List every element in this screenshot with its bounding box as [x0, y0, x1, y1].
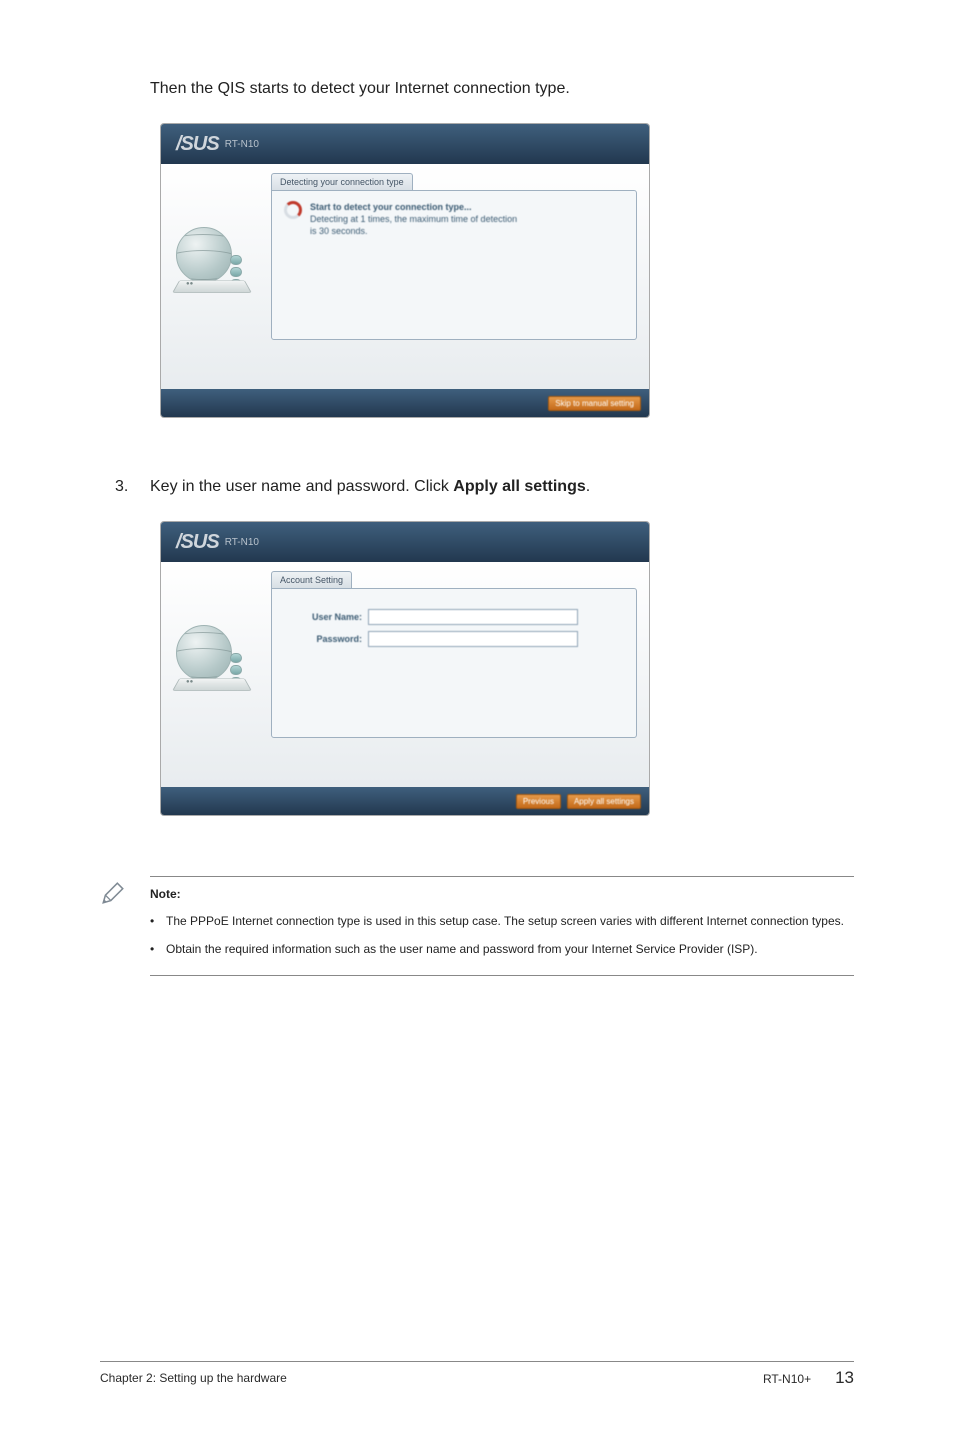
row-password: Password:	[284, 631, 624, 647]
asus-mark-2: /SUS	[176, 531, 219, 554]
note-item: • Obtain the required information such a…	[150, 941, 854, 957]
router-base-icon: ●●	[176, 275, 248, 305]
asus-model: RT-N10	[225, 139, 259, 150]
router-footer: Skip to manual setting	[161, 389, 649, 417]
asus-logo: /SUS RT-N10	[176, 133, 259, 156]
detect-line2: Detecting at 1 times, the maximum time o…	[310, 213, 517, 225]
detect-line3: is 30 seconds.	[310, 225, 517, 237]
asus-model-2: RT-N10	[225, 537, 259, 548]
router-header: /SUS RT-N10	[161, 124, 649, 164]
page-number: 13	[835, 1368, 854, 1388]
router-screenshot-detect: /SUS RT-N10 ●● Detecting your connection…	[160, 123, 650, 418]
detect-panel: Start to detect your connection type... …	[271, 190, 637, 340]
detect-title: Start to detect your connection type...	[310, 201, 517, 213]
router-header-2: /SUS RT-N10	[161, 522, 649, 562]
asus-logo-2: /SUS RT-N10	[176, 531, 259, 554]
step-3-suffix: .	[586, 478, 590, 495]
router-body: ●● Detecting your connection type Start …	[161, 164, 649, 389]
label-username: User Name:	[284, 612, 362, 622]
router-footer-2: Previous Apply all settings	[161, 787, 649, 815]
note-item: • The PPPoE Internet connection type is …	[150, 913, 854, 929]
pencil-icon	[100, 880, 126, 906]
footer-chapter: Chapter 2: Setting up the hardware	[100, 1371, 287, 1385]
note-block: Note: • The PPPoE Internet connection ty…	[100, 876, 854, 976]
router-panel-area: Detecting your connection type Start to …	[271, 164, 649, 389]
panel-tab-2: Account Setting	[271, 571, 352, 588]
detect-text: Start to detect your connection type... …	[310, 201, 517, 237]
router-screenshot-account: /SUS RT-N10 ●● Account Setting	[160, 521, 650, 816]
router-body-2: ●● Account Setting User Name: Password:	[161, 562, 649, 787]
note-icon-col	[100, 876, 150, 976]
router-panel-area-2: Account Setting User Name: Password:	[271, 562, 649, 787]
step-3-body: Key in the user name and password. Click…	[150, 478, 854, 496]
step-3: 3. Key in the user name and password. Cl…	[115, 478, 854, 496]
input-username[interactable]	[368, 609, 578, 625]
bullet-icon: •	[150, 913, 166, 929]
spinner-icon	[284, 201, 302, 219]
row-username: User Name:	[284, 609, 624, 625]
skip-button[interactable]: Skip to manual setting	[548, 396, 641, 411]
footer-model: RT-N10+	[763, 1372, 811, 1386]
note-content: Note: • The PPPoE Internet connection ty…	[150, 876, 854, 976]
step-3-num: 3.	[115, 478, 150, 496]
account-panel: User Name: Password:	[271, 588, 637, 738]
note-heading: Note:	[150, 887, 854, 901]
router-illustration-2: ●●	[161, 562, 271, 787]
page-footer: Chapter 2: Setting up the hardware RT-N1…	[100, 1361, 854, 1388]
note-list: • The PPPoE Internet connection type is …	[150, 913, 854, 957]
step-3-bold: Apply all settings	[453, 478, 585, 495]
note-item-text: Obtain the required information such as …	[166, 941, 758, 957]
router-base-icon-2: ●●	[176, 673, 248, 703]
footer-right: RT-N10+ 13	[763, 1368, 854, 1388]
intro-text: Then the QIS starts to detect your Inter…	[150, 80, 854, 98]
asus-mark: /SUS	[176, 133, 219, 156]
router-illustration: ●●	[161, 164, 271, 389]
label-password: Password:	[284, 634, 362, 644]
input-password[interactable]	[368, 631, 578, 647]
apply-settings-button[interactable]: Apply all settings	[567, 794, 641, 809]
step-3-prefix: Key in the user name and password. Click	[150, 478, 453, 495]
bullet-icon: •	[150, 941, 166, 957]
panel-tab: Detecting your connection type	[271, 173, 413, 190]
note-item-text: The PPPoE Internet connection type is us…	[166, 913, 844, 929]
previous-button[interactable]: Previous	[516, 794, 561, 809]
